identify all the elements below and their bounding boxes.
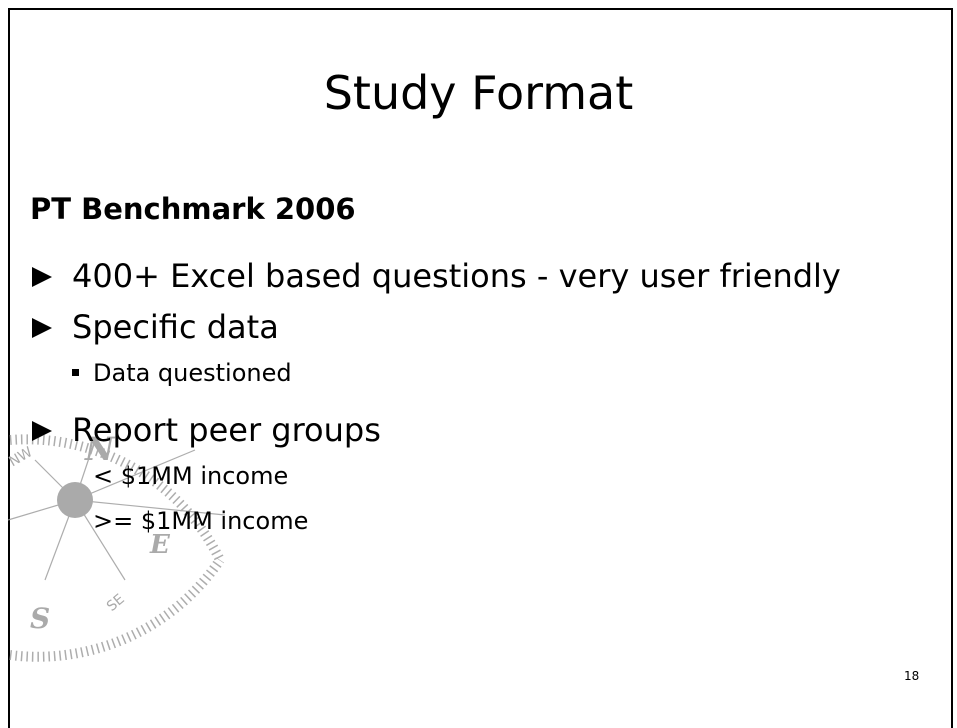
- svg-text:N: N: [84, 430, 116, 468]
- sub-bullet-text: >= $1MM income: [93, 507, 309, 535]
- slide-heading: PT Benchmark 2006: [30, 192, 356, 226]
- bullet-text: 400+ Excel based questions - very user f…: [72, 257, 841, 295]
- page-number: 18: [904, 669, 920, 683]
- bullet-text: Specific data: [72, 308, 279, 346]
- sub-bullet-text: < $1MM income: [93, 462, 289, 490]
- bullet-marker: [32, 267, 52, 287]
- svg-text:E: E: [149, 530, 171, 560]
- sub-bullet-text: Data questioned: [93, 359, 292, 387]
- sub-bullet-marker: [72, 369, 79, 376]
- svg-text:S: S: [30, 602, 50, 635]
- bullet-text: Report peer groups: [72, 411, 381, 449]
- svg-text:NW: NW: [6, 444, 35, 470]
- svg-text:SE: SE: [104, 591, 128, 615]
- slide-frame: [8, 8, 953, 728]
- bullet-marker: [32, 421, 52, 441]
- bullet-marker: [32, 318, 52, 338]
- slide-title: Study Format: [323, 66, 634, 120]
